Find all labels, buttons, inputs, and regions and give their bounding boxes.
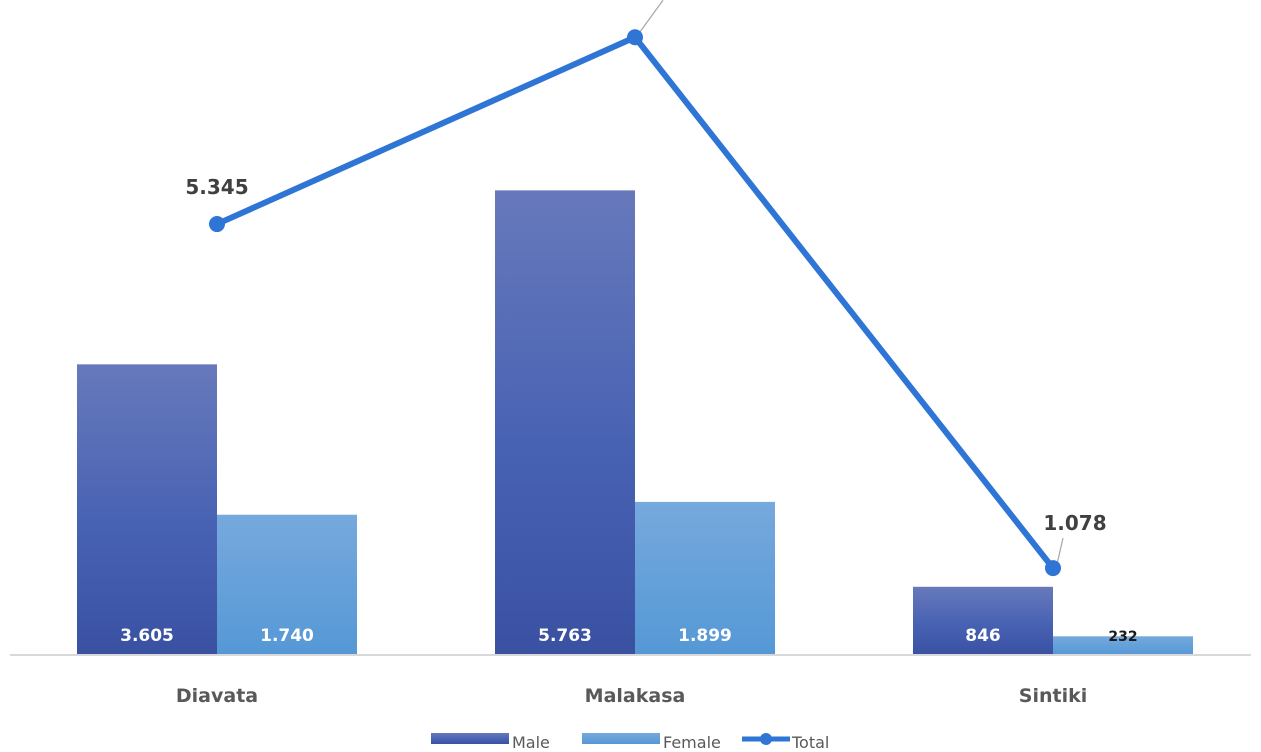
bars-layer: 3.605 1.740 5.763 1.899 846 232 xyxy=(77,190,1193,655)
bar-label-male-diavata: 3.605 xyxy=(120,626,174,646)
total-leader-sintiki xyxy=(1056,537,1064,565)
bar-female-malakasa xyxy=(635,501,775,655)
legend-item-male: Male xyxy=(431,733,550,752)
legend-swatch-male xyxy=(431,733,509,744)
legend-marker-total xyxy=(760,733,772,745)
bar-label-female-sintiki: 232 xyxy=(1108,629,1137,645)
legend-label-female: Female xyxy=(663,733,721,752)
bar-male-diavata xyxy=(77,364,217,655)
bar-label-female-diavata: 1.740 xyxy=(260,626,314,646)
legend-item-female: Female xyxy=(582,733,721,752)
total-leader-malakasa xyxy=(638,0,664,34)
total-label-sintiki: 1.078 xyxy=(1043,511,1106,535)
bar-female-diavata xyxy=(217,514,357,655)
legend-swatch-female xyxy=(582,733,660,744)
total-point-diavata xyxy=(209,216,225,233)
legend-label-total: Total xyxy=(791,733,829,752)
bar-male-malakasa xyxy=(495,190,635,655)
category-label-malakasa: Malakasa xyxy=(585,685,686,707)
bar-female-sintiki xyxy=(1053,636,1193,655)
category-label-diavata: Diavata xyxy=(176,685,258,707)
legend-label-male: Male xyxy=(512,733,550,752)
total-line-layer: 5.3457.6621.078 xyxy=(185,0,1107,577)
legend-item-total: Total xyxy=(742,733,829,752)
total-point-malakasa xyxy=(627,29,643,46)
bar-label-female-malakasa: 1.899 xyxy=(678,626,732,646)
total-label-diavata: 5.345 xyxy=(185,175,248,199)
bar-label-male-malakasa: 5.763 xyxy=(538,626,592,646)
bar-label-male-sintiki: 846 xyxy=(965,626,1001,646)
total-point-sintiki xyxy=(1045,560,1061,577)
category-label-sintiki: Sintiki xyxy=(1019,685,1087,707)
legend: Male Female Total xyxy=(431,733,829,752)
category-labels: Diavata Malakasa Sintiki xyxy=(176,685,1087,707)
bar-male-sintiki xyxy=(913,586,1053,655)
